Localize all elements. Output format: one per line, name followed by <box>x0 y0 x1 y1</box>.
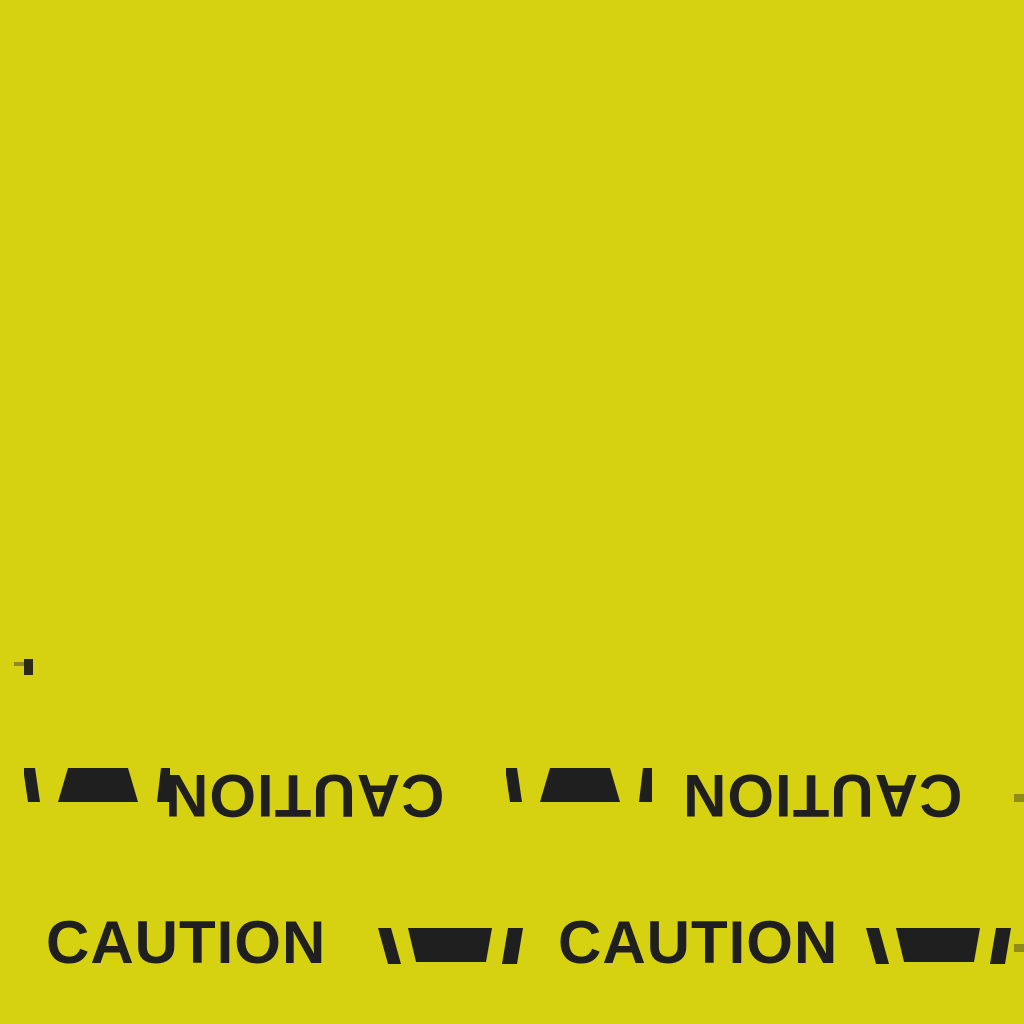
caution-tape-lower: CAUTION CAUTION <box>0 908 1024 978</box>
barrier-bars-icon <box>866 928 1011 964</box>
caution-text: CAUTION <box>558 909 839 976</box>
barrier-bars-icon <box>24 768 170 802</box>
caution-text: CAUTION <box>164 762 445 829</box>
debris-mark <box>14 659 33 675</box>
barrier-bars-icon <box>378 928 523 964</box>
caution-text: CAUTION <box>682 762 963 829</box>
tape-edge-fragment <box>1014 794 1024 802</box>
caution-tape-upper: CAUTION CAUTION <box>0 760 1024 830</box>
tape-edge-fragment <box>1014 944 1024 952</box>
barrier-bars-icon <box>506 768 652 802</box>
caution-text: CAUTION <box>46 909 327 976</box>
